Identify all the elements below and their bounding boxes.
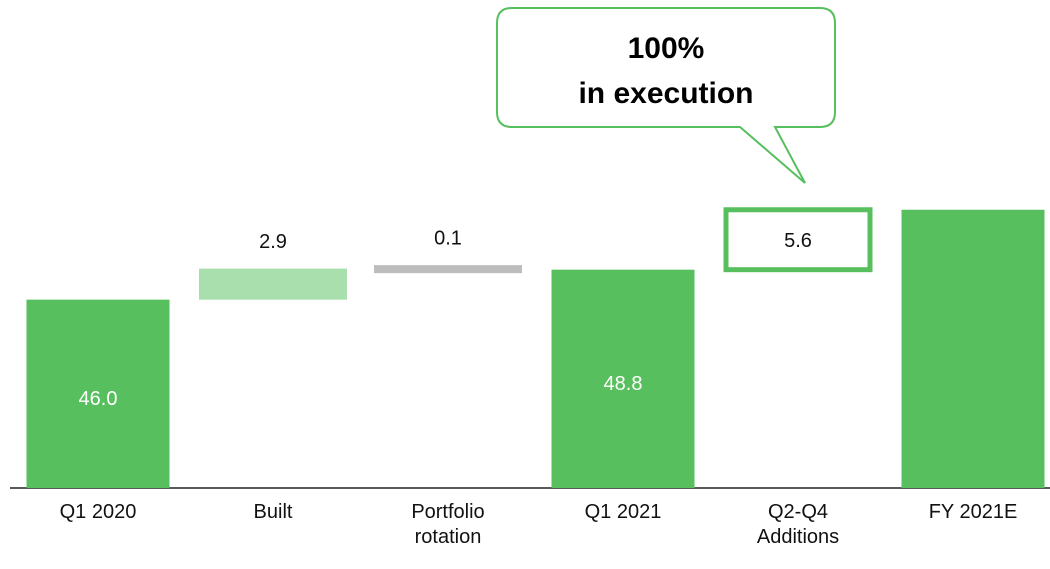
annotation: in execution [578,77,753,110]
bar [723,207,873,273]
value-label: 2.9 [259,231,287,253]
value-label: 0.1 [434,227,462,249]
x-tick-label: Portfolio rotation [411,501,485,548]
value-label: 5.6 [784,230,812,252]
x-tick-label: Q1 2021 [584,501,662,523]
bar [374,265,522,274]
value-label: 46.0 [79,388,118,410]
bar [199,268,347,300]
annotation: 100% [628,32,705,65]
bar [26,299,170,488]
x-tick-label: Q1 2020 [59,501,137,523]
callout [496,7,836,184]
bar [901,209,1045,488]
bar [551,269,695,488]
x-tick-label: Q2-Q4 Additions [756,501,840,548]
x-tick-label: Built [253,501,293,523]
value-label: 48.8 [604,373,643,395]
x-tick-label: FY 2021E [928,501,1018,523]
